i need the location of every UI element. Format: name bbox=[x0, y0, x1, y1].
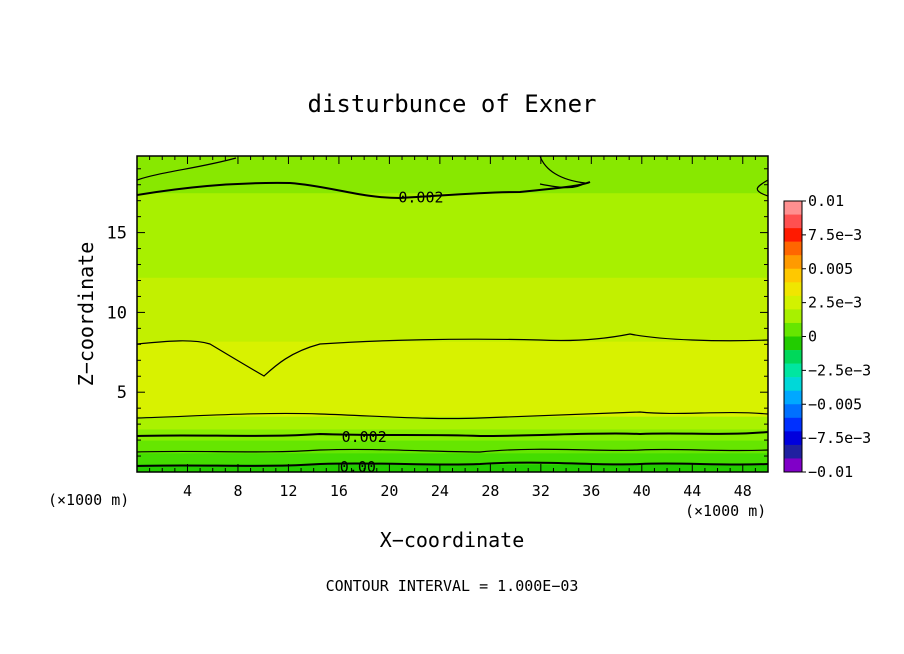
contour-line-top bbox=[137, 157, 237, 181]
color-band-1 bbox=[137, 452, 768, 465]
x-unit-left: (×1000 m) bbox=[48, 491, 129, 509]
x-tick-label-5: 24 bbox=[431, 482, 449, 500]
colorbar-tick-label-2: 0.005 bbox=[808, 260, 853, 278]
color-band-5 bbox=[137, 341, 768, 417]
y-tick-label-2: 15 bbox=[107, 224, 127, 244]
x-tick-label-9: 40 bbox=[633, 482, 651, 500]
contour-label-0: 0.002 bbox=[398, 188, 443, 206]
colorbar-tick-label-6: −0.005 bbox=[808, 395, 862, 413]
color-bands bbox=[137, 156, 768, 472]
colorbar-swatch-15 bbox=[784, 404, 802, 419]
contour-line-mid bbox=[137, 333, 768, 377]
contour-line-edge bbox=[756, 179, 768, 197]
colorbar-tick-label-4: 0 bbox=[808, 328, 817, 346]
colorbar-swatch-9 bbox=[784, 322, 802, 337]
color-band-7 bbox=[137, 192, 768, 278]
colorbar-swatch-10 bbox=[784, 336, 802, 351]
x-tick-label-6: 28 bbox=[481, 482, 499, 500]
contour-line-lower-c bbox=[137, 448, 768, 453]
contour-line-upper bbox=[137, 181, 591, 200]
colorbar-swatch-5 bbox=[784, 268, 802, 283]
x-unit-right: (×1000 m) bbox=[685, 502, 766, 520]
contour-label-1: 0.002 bbox=[342, 428, 387, 446]
x-tick-label-8: 36 bbox=[582, 482, 600, 500]
y-tick-label-0: 5 bbox=[117, 383, 127, 403]
colorbar-swatch-19 bbox=[784, 458, 802, 473]
colorbar-tick-label-8: −0.01 bbox=[808, 463, 853, 481]
y-axis-label: Z−coordinate bbox=[74, 242, 98, 387]
colorbar-swatch-0 bbox=[784, 201, 802, 215]
colorbar-swatch-12 bbox=[784, 363, 802, 378]
contour-labels: 0.002 0.002 0.00 bbox=[340, 188, 444, 476]
x-tick-label-2: 12 bbox=[279, 482, 297, 500]
y-axis-ticks: 5 10 15 bbox=[107, 168, 768, 457]
contour-line-right bbox=[539, 156, 587, 189]
x-tick-label-3: 16 bbox=[330, 482, 348, 500]
contour-lines bbox=[137, 156, 768, 467]
x-axis-ticks: 4 8 12 16 20 24 28 32 36 40 44 48 bbox=[149, 156, 756, 500]
colorbar-swatch-6 bbox=[784, 282, 802, 297]
y-tick-label-1: 10 bbox=[107, 303, 127, 323]
x-tick-label-10: 44 bbox=[683, 482, 701, 500]
contour-line-lower-d bbox=[137, 461, 768, 467]
colorbar-tick-label-0: 0.01 bbox=[808, 192, 844, 210]
colorbar-swatch-18 bbox=[784, 444, 802, 459]
x-tick-label-7: 32 bbox=[532, 482, 550, 500]
chart-title: disturbunce of Exner bbox=[308, 90, 597, 118]
colorbar-swatch-17 bbox=[784, 431, 802, 446]
colorbar-swatch-1 bbox=[784, 214, 802, 229]
x-tick-label-0: 4 bbox=[183, 482, 192, 500]
x-tick-label-11: 48 bbox=[734, 482, 752, 500]
colorbar bbox=[783, 200, 803, 473]
colorbar-swatch-11 bbox=[784, 350, 802, 364]
color-band-6 bbox=[137, 277, 768, 342]
colorbar-swatch-3 bbox=[784, 241, 802, 256]
colorbar-tick-label-1: 7.5e−3 bbox=[808, 226, 862, 244]
colorbar-tick-labels: 0.01 7.5e−3 0.005 2.5e−3 0 −2.5e−3 −0.005 −7.5e… bbox=[802, 192, 871, 481]
colorbar-swatch-7 bbox=[784, 295, 802, 310]
contour-label-2: 0.00 bbox=[340, 458, 376, 476]
colorbar-tick-label-3: 2.5e−3 bbox=[808, 294, 862, 312]
plot-area: 0.002 0.002 0.00 bbox=[137, 156, 768, 476]
color-band-4 bbox=[137, 416, 768, 430]
x-tick-label-4: 20 bbox=[380, 482, 398, 500]
colorbar-tick-label-7: −7.5e−3 bbox=[808, 429, 871, 447]
color-band-8 bbox=[137, 156, 768, 194]
colorbar-swatch-2 bbox=[784, 228, 802, 242]
colorbar-swatch-4 bbox=[784, 255, 802, 270]
contour-line-lower-b bbox=[137, 431, 768, 438]
x-axis-label: X−coordinate bbox=[380, 528, 525, 552]
contour-interval-footer: CONTOUR INTERVAL = 1.000E−03 bbox=[326, 577, 579, 595]
colorbar-swatch-8 bbox=[784, 309, 802, 324]
colorbar-tick-label-5: −2.5e−3 bbox=[808, 361, 871, 379]
x-tick-label-1: 8 bbox=[233, 482, 242, 500]
colorbar-swatch-16 bbox=[784, 417, 802, 432]
contour-line-lower-a bbox=[137, 411, 768, 420]
colorbar-swatch-13 bbox=[784, 377, 802, 391]
colorbar-swatch-14 bbox=[784, 390, 802, 405]
